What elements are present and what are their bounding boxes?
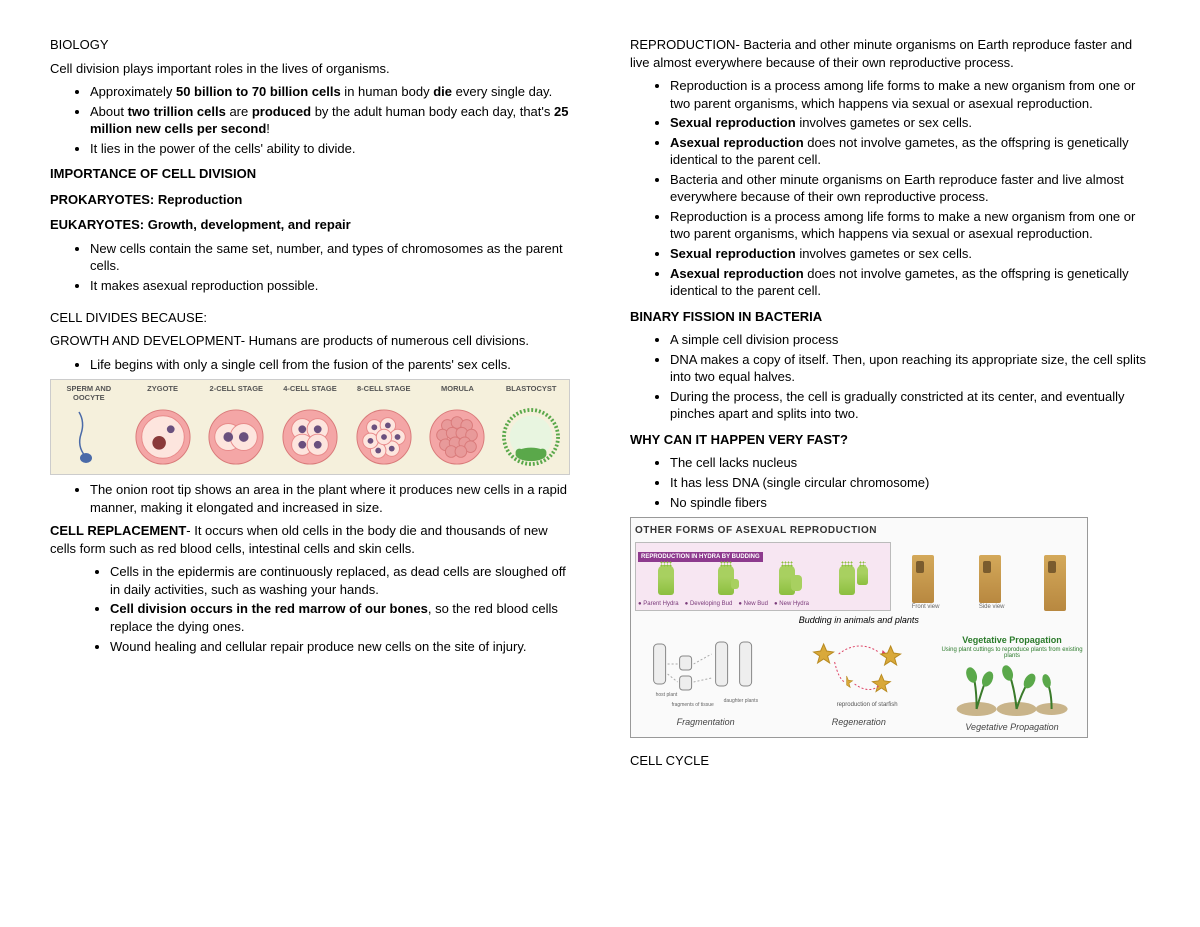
heading-fast: WHY CAN IT HAPPEN VERY FAST? — [630, 431, 1150, 449]
list-item: Bacteria and other minute organisms on E… — [670, 171, 1150, 206]
right-column: REPRODUCTION- Bacteria and other minute … — [630, 30, 1150, 775]
replacement-bullets: Cells in the epidermis are continuously … — [50, 563, 570, 655]
title: BIOLOGY — [50, 36, 570, 54]
hydra-panel: REPRODUCTION IN HYDRA BY BUDDING Parent … — [635, 542, 891, 612]
growth-text: GROWTH AND DEVELOPMENT- Humans are produ… — [50, 332, 570, 350]
list-item: The onion root tip shows an area in the … — [90, 481, 570, 516]
stage-zygote: ZYGOTE — [127, 384, 199, 466]
list-item: It makes asexual reproduction possible. — [90, 277, 570, 295]
list-item: Wound healing and cellular repair produc… — [110, 638, 570, 656]
list-item: Approximately 50 billion to 70 billion c… — [90, 83, 570, 101]
stage-sperm-oocyte: SPERM AND OOCYTE — [53, 384, 125, 466]
regeneration-figure: reproduction of starfish Regeneration — [788, 634, 929, 732]
left-column: BIOLOGY Cell division plays important ro… — [50, 30, 570, 775]
hydra-icon — [658, 565, 674, 595]
heading-importance: IMPORTANCE OF CELL DIVISION — [50, 165, 570, 183]
heading-binary-fission: BINARY FISSION IN BACTERIA — [630, 308, 1150, 326]
list-item: Reproduction is a process among life for… — [670, 208, 1150, 243]
heading-eukaryotes: EUKARYOTES: Growth, development, and rep… — [50, 216, 570, 234]
vegetative-figure: Vegetative Propagation Using plant cutti… — [941, 634, 1082, 732]
list-item: No spindle fibers — [670, 494, 1150, 512]
list-item: Reproduction is a process among life for… — [670, 77, 1150, 112]
stage-8cell: 8-CELL STAGE — [348, 384, 420, 466]
lower-figures: host plant fragments of tissue daughter … — [635, 634, 1083, 732]
heading-prokaryotes: PROKARYOTES: Reproduction — [50, 191, 570, 209]
list-item: Life begins with only a single cell from… — [90, 356, 570, 374]
svg-text:reproduction of starfish: reproduction of starfish — [837, 702, 898, 708]
budding-strip: REPRODUCTION IN HYDRA BY BUDDING Parent … — [635, 542, 1083, 612]
list-item: A simple cell division process — [670, 331, 1150, 349]
reproduction-text: REPRODUCTION- Bacteria and other minute … — [630, 36, 1150, 71]
stage-blastocyst: BLASTOCYST — [495, 384, 567, 466]
intro-bullets: Approximately 50 billion to 70 billion c… — [50, 83, 570, 157]
hydra-legend: Parent HydraDeveloping BudNew BudNew Hyd… — [638, 600, 888, 608]
growth-bullets: Life begins with only a single cell from… — [50, 356, 570, 374]
svg-text:fragments of tissue: fragments of tissue — [672, 702, 714, 708]
after-figure-bullets: The onion root tip shows an area in the … — [50, 481, 570, 516]
figure-header: OTHER FORMS OF ASEXUAL REPRODUCTION — [635, 524, 1083, 538]
tree-icon — [912, 555, 934, 603]
list-item: Cells in the epidermis are continuously … — [110, 563, 570, 598]
reproduction-bullets: Reproduction is a process among life for… — [630, 77, 1150, 300]
hydra-icon — [857, 565, 868, 585]
heading-divides: CELL DIVIDES BECAUSE: — [50, 309, 570, 327]
list-item: It has less DNA (single circular chromos… — [670, 474, 1150, 492]
asexual-forms-figure: OTHER FORMS OF ASEXUAL REPRODUCTION REPR… — [630, 517, 1088, 738]
hydra-icon — [718, 565, 734, 595]
stage-morula: MORULA — [422, 384, 494, 466]
svg-text:host plant: host plant — [656, 692, 678, 698]
cell-cycle-heading: CELL CYCLE — [630, 752, 1150, 770]
list-item: Cell division occurs in the red marrow o… — [110, 600, 570, 635]
fast-bullets: The cell lacks nucleus It has less DNA (… — [630, 454, 1150, 511]
list-item: New cells contain the same set, number, … — [90, 240, 570, 275]
cell-replacement-text: CELL REPLACEMENT- It occurs when old cel… — [50, 522, 570, 557]
list-item: During the process, the cell is graduall… — [670, 388, 1150, 423]
tree-icon — [1044, 555, 1066, 611]
list-item: DNA makes a copy of itself. Then, upon r… — [670, 351, 1150, 386]
fragmentation-figure: host plant fragments of tissue daughter … — [635, 634, 776, 732]
document-columns: BIOLOGY Cell division plays important ro… — [50, 30, 1150, 775]
budding-caption: Budding in animals and plants — [635, 614, 1083, 626]
list-item: About two trillion cells are produced by… — [90, 103, 570, 138]
euk-bullets: New cells contain the same set, number, … — [50, 240, 570, 295]
hydra-icon — [839, 565, 855, 595]
tree-icon — [979, 555, 1001, 603]
intro-text: Cell division plays important roles in t… — [50, 60, 570, 78]
list-item: It lies in the power of the cells' abili… — [90, 140, 570, 158]
tree-budding: Front view Side view — [895, 555, 1083, 611]
svg-text:daughter plants: daughter plants — [724, 698, 759, 704]
list-item: The cell lacks nucleus — [670, 454, 1150, 472]
list-item: Sexual reproduction involves gametes or … — [670, 114, 1150, 132]
binary-bullets: A simple cell division process DNA makes… — [630, 331, 1150, 423]
list-item: Asexual reproduction does not involve ga… — [670, 134, 1150, 169]
embryo-stages-diagram: SPERM AND OOCYTE ZYGOTE 2-CELL STAGE — [50, 379, 570, 475]
list-item: Asexual reproduction does not involve ga… — [670, 265, 1150, 300]
hydra-icon — [779, 565, 795, 595]
stage-4cell: 4-CELL STAGE — [274, 384, 346, 466]
list-item: Sexual reproduction involves gametes or … — [670, 245, 1150, 263]
stage-2cell: 2-CELL STAGE — [200, 384, 272, 466]
